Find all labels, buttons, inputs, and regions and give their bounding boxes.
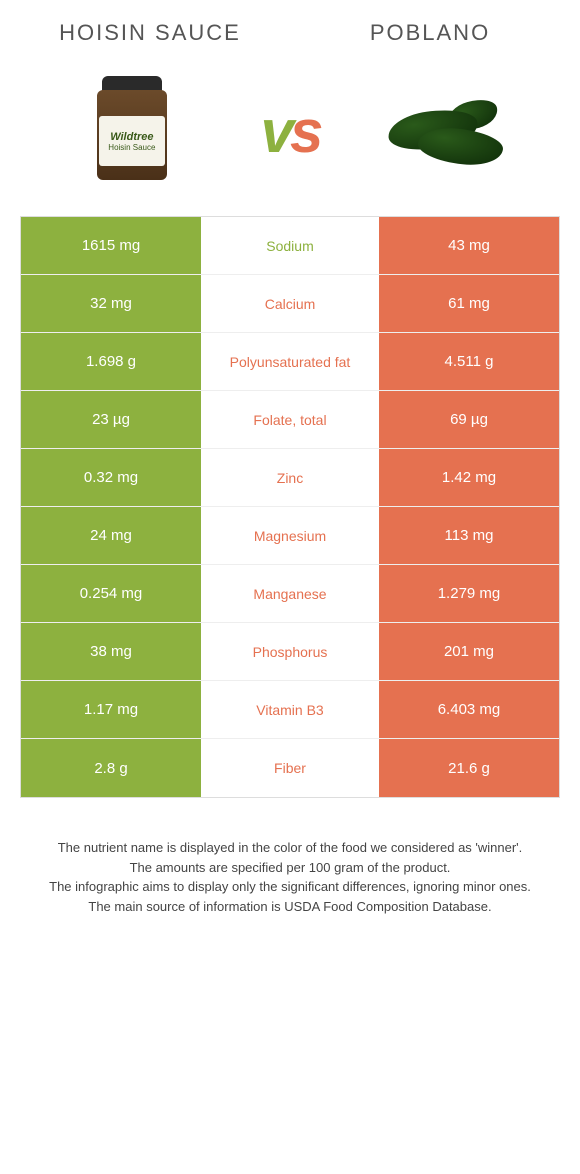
right-food-title: Poblano	[330, 20, 530, 46]
nutrient-name-cell: Folate, total	[201, 391, 379, 448]
table-row: 1.17 mgVitamin B36.403 mg	[21, 681, 559, 739]
right-value-cell: 1.279 mg	[379, 565, 559, 622]
left-food-image: Wildtree Hoisin Sauce	[57, 71, 207, 191]
left-food-title: Hoisin sauce	[50, 20, 250, 46]
right-value-cell: 43 mg	[379, 217, 559, 274]
nutrient-name-cell: Manganese	[201, 565, 379, 622]
left-value-cell: 2.8 g	[21, 739, 201, 797]
left-value-cell: 0.254 mg	[21, 565, 201, 622]
left-value-cell: 1.17 mg	[21, 681, 201, 738]
table-row: 0.32 mgZinc1.42 mg	[21, 449, 559, 507]
nutrient-name-cell: Fiber	[201, 739, 379, 797]
right-value-cell: 69 µg	[379, 391, 559, 448]
header-row: Hoisin sauce Poblano	[0, 0, 580, 56]
left-value-cell: 1.698 g	[21, 333, 201, 390]
poblano-peppers-icon	[378, 91, 518, 171]
table-row: 1.698 gPolyunsaturated fat4.511 g	[21, 333, 559, 391]
table-row: 0.254 mgManganese1.279 mg	[21, 565, 559, 623]
right-value-cell: 1.42 mg	[379, 449, 559, 506]
nutrient-name-cell: Zinc	[201, 449, 379, 506]
table-row: 24 mgMagnesium113 mg	[21, 507, 559, 565]
footer-line: The main source of information is USDA F…	[30, 897, 550, 917]
left-value-cell: 38 mg	[21, 623, 201, 680]
right-value-cell: 4.511 g	[379, 333, 559, 390]
nutrient-name-cell: Polyunsaturated fat	[201, 333, 379, 390]
footer-line: The nutrient name is displayed in the co…	[30, 838, 550, 858]
right-value-cell: 6.403 mg	[379, 681, 559, 738]
right-value-cell: 113 mg	[379, 507, 559, 564]
right-value-cell: 61 mg	[379, 275, 559, 332]
vs-label: vs	[261, 97, 320, 166]
nutrient-name-cell: Calcium	[201, 275, 379, 332]
left-value-cell: 0.32 mg	[21, 449, 201, 506]
table-row: 32 mgCalcium61 mg	[21, 275, 559, 333]
left-value-cell: 24 mg	[21, 507, 201, 564]
nutrient-name-cell: Magnesium	[201, 507, 379, 564]
nutrient-name-cell: Sodium	[201, 217, 379, 274]
nutrient-table: 1615 mgSodium43 mg32 mgCalcium61 mg1.698…	[20, 216, 560, 798]
nutrient-name-cell: Vitamin B3	[201, 681, 379, 738]
jar-sublabel: Hoisin Sauce	[108, 143, 155, 152]
jar-brand: Wildtree	[110, 131, 153, 143]
right-food-image	[373, 71, 523, 191]
table-row: 23 µgFolate, total69 µg	[21, 391, 559, 449]
left-value-cell: 1615 mg	[21, 217, 201, 274]
left-value-cell: 32 mg	[21, 275, 201, 332]
hoisin-jar-icon: Wildtree Hoisin Sauce	[87, 76, 177, 186]
images-row: Wildtree Hoisin Sauce vs	[0, 56, 580, 216]
right-value-cell: 21.6 g	[379, 739, 559, 797]
table-row: 38 mgPhosphorus201 mg	[21, 623, 559, 681]
table-row: 1615 mgSodium43 mg	[21, 217, 559, 275]
footer-notes: The nutrient name is displayed in the co…	[0, 798, 580, 936]
footer-line: The infographic aims to display only the…	[30, 877, 550, 897]
table-row: 2.8 gFiber21.6 g	[21, 739, 559, 797]
right-value-cell: 201 mg	[379, 623, 559, 680]
left-value-cell: 23 µg	[21, 391, 201, 448]
nutrient-name-cell: Phosphorus	[201, 623, 379, 680]
footer-line: The amounts are specified per 100 gram o…	[30, 858, 550, 878]
